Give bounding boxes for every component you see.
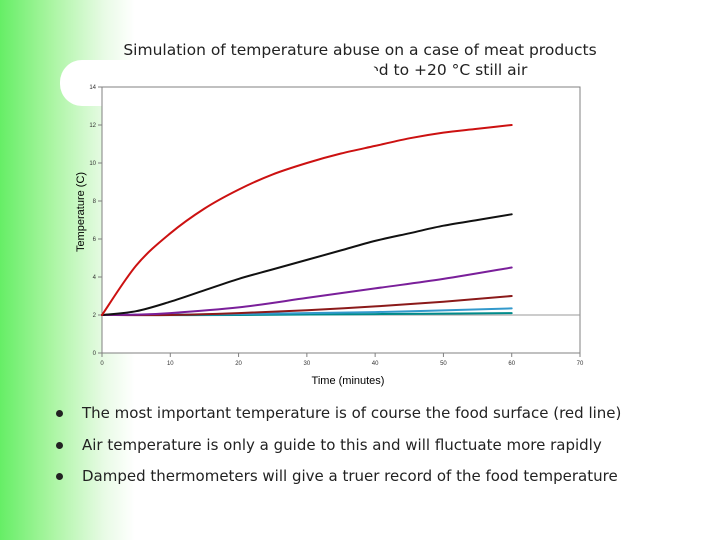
y-tick-label: 0 xyxy=(93,351,97,357)
x-tick-label: 40 xyxy=(372,361,379,367)
x-tick-label: 0 xyxy=(100,361,104,367)
series-line xyxy=(101,124,513,316)
x-tick-label: 10 xyxy=(167,361,174,367)
bullet-dot-icon xyxy=(56,473,63,480)
bullet-list: The most important temperature is of cou… xyxy=(52,398,621,493)
bullet-item: The most important temperature is of cou… xyxy=(52,398,621,430)
y-tick-label: 4 xyxy=(93,275,97,281)
series-line xyxy=(101,266,513,316)
x-axis-label: Time (minutes) xyxy=(312,375,385,387)
slide-title-line1: Simulation of temperature abuse on a cas… xyxy=(123,41,597,59)
bullet-dot-icon xyxy=(56,410,63,417)
y-tick-label: 8 xyxy=(93,199,97,205)
x-tick-label: 50 xyxy=(440,361,447,367)
bullet-text: The most important temperature is of cou… xyxy=(82,404,622,422)
x-tick-label: 60 xyxy=(508,361,515,367)
series-line xyxy=(101,213,513,316)
y-axis-label: Temperature (C) xyxy=(75,172,87,252)
x-tick-label: 20 xyxy=(235,361,242,367)
temperature-chart: 0 10 20 30 40 50 60 70 0 2 4 6 8 10 12 14 Time (minutes… xyxy=(75,85,584,387)
series-line xyxy=(101,295,513,317)
y-tick-label: 10 xyxy=(89,161,96,167)
y-tick-label: 12 xyxy=(89,123,96,129)
y-tick-label: 14 xyxy=(89,85,96,91)
bullet-text: Damped thermometers will give a truer re… xyxy=(82,467,618,485)
y-tick-label: 2 xyxy=(93,313,97,319)
x-tick-label: 70 xyxy=(577,361,584,367)
bullet-item: Air temperature is only a guide to this … xyxy=(52,430,621,462)
bullet-item: Damped thermometers will give a truer re… xyxy=(52,461,621,493)
x-tick-label: 30 xyxy=(304,361,311,367)
bullet-text: Air temperature is only a guide to this … xyxy=(82,435,602,454)
bullet-dot-icon xyxy=(56,441,63,449)
y-tick-label: 6 xyxy=(93,237,97,243)
